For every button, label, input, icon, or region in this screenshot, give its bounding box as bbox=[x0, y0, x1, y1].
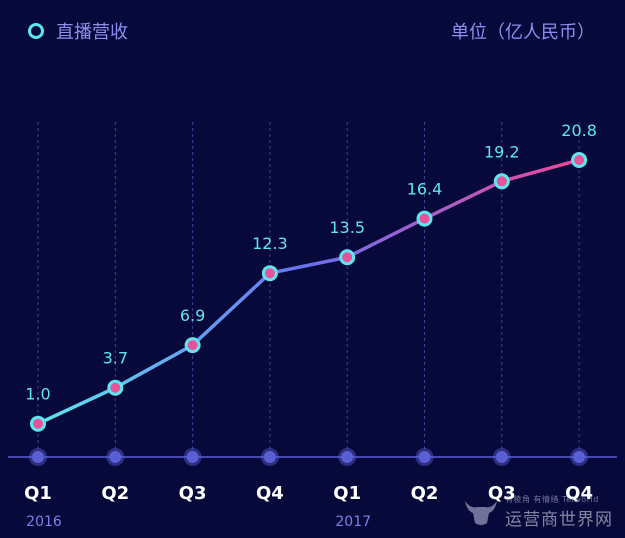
data-point bbox=[416, 210, 433, 227]
data-label: 16.4 bbox=[407, 180, 443, 199]
data-label: 19.2 bbox=[484, 142, 520, 161]
watermark: 有棱角 有情绪 Telworld 运营商世界网 bbox=[461, 494, 613, 530]
unit-label: 单位（亿人民币） bbox=[451, 22, 595, 43]
data-label: 13.5 bbox=[329, 218, 365, 237]
axis-dot bbox=[186, 451, 199, 463]
legend-marker-icon bbox=[28, 23, 44, 39]
data-point bbox=[339, 249, 356, 266]
data-point bbox=[493, 173, 510, 190]
watermark-tagline: 有棱角 有情绪 Telworld bbox=[505, 495, 599, 504]
axis-dot bbox=[573, 451, 586, 463]
axis-dot bbox=[109, 451, 122, 463]
x-tick-label: Q3 bbox=[488, 483, 516, 504]
axis-dot bbox=[495, 451, 508, 463]
year-label: 2017 bbox=[335, 514, 371, 530]
x-tick-label: Q4 bbox=[565, 483, 593, 504]
data-label: 12.3 bbox=[252, 234, 288, 253]
x-tick-label: Q4 bbox=[256, 483, 284, 504]
legend-label: 直播营收 bbox=[56, 22, 128, 43]
data-label: 6.9 bbox=[180, 306, 205, 325]
x-tick-label: Q2 bbox=[411, 483, 439, 504]
axis-dot bbox=[418, 451, 431, 463]
axis-dot bbox=[341, 451, 354, 463]
x-tick-label: Q1 bbox=[333, 483, 361, 504]
data-point bbox=[184, 337, 201, 354]
x-tick-label: Q3 bbox=[179, 483, 207, 504]
axis-dot bbox=[263, 451, 276, 463]
year-label: 2016 bbox=[26, 514, 62, 530]
watermark-brand: 运营商世界网 bbox=[505, 510, 613, 530]
x-tick-label: Q1 bbox=[24, 483, 52, 504]
data-label: 3.7 bbox=[103, 349, 128, 368]
bull-logo-icon bbox=[465, 501, 497, 525]
data-point bbox=[571, 152, 588, 168]
data-label: 1.0 bbox=[25, 385, 50, 404]
series-line bbox=[36, 158, 581, 426]
legend: 直播营收 bbox=[28, 18, 128, 44]
data-point bbox=[261, 265, 278, 282]
data-point bbox=[107, 379, 124, 396]
x-tick-label: Q2 bbox=[101, 483, 129, 504]
data-label: 20.8 bbox=[561, 121, 597, 140]
axis-dot bbox=[32, 451, 44, 463]
data-point bbox=[30, 415, 46, 432]
